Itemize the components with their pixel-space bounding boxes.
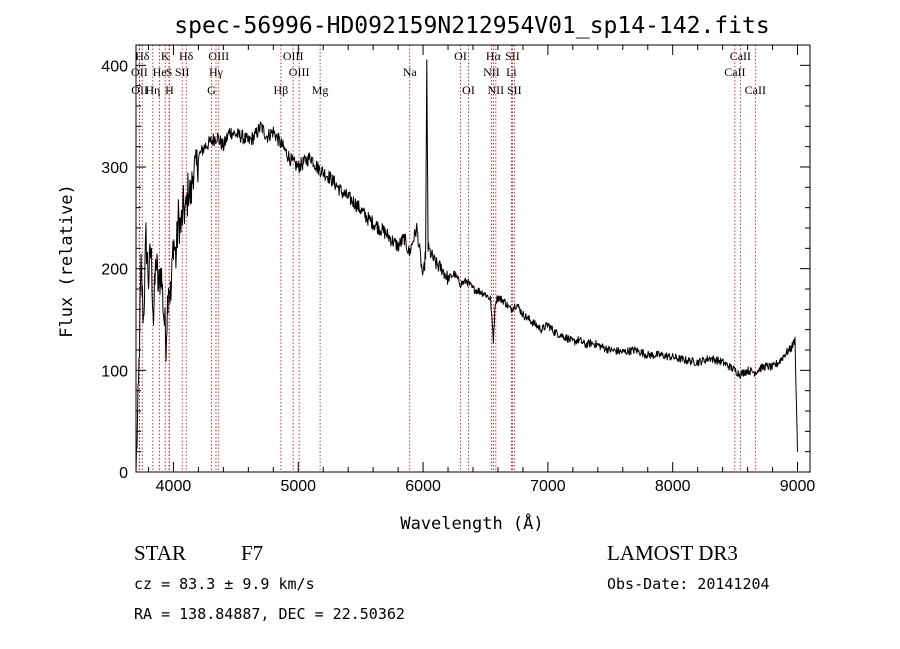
marker-label-4: Hη xyxy=(145,83,160,97)
x-tick-label-5: 9000 xyxy=(780,478,816,495)
marker-label-13: OIII xyxy=(283,49,304,63)
survey-label: LAMOST DR3 xyxy=(607,541,738,565)
y-tick-label-0: 0 xyxy=(119,465,128,482)
marker-label-9: SII xyxy=(175,65,190,79)
marker-label-7: H xyxy=(165,83,174,97)
obs-date: Obs-Date: 20141204 xyxy=(607,575,770,593)
marker-label-12: G xyxy=(207,83,216,97)
chart-title: spec-56996-HD092159N212954V01_sp14-142.f… xyxy=(174,13,769,39)
y-tick-label-4: 400 xyxy=(101,58,128,75)
plot-frame xyxy=(135,44,811,473)
y-tick-label-3: 300 xyxy=(101,160,128,177)
marker-label-15: Hβ xyxy=(274,83,289,97)
marker-label-2: OII xyxy=(131,83,148,97)
marker-label-6: S xyxy=(166,65,173,79)
marker-label-8: Hδ xyxy=(179,49,194,63)
marker-label-24: NII xyxy=(488,83,505,97)
x-axis-label: Wavelength (Å) xyxy=(400,512,543,534)
marker-label-3: He xyxy=(153,65,167,79)
marker-label-1: OII xyxy=(131,65,148,79)
marker-label-21: SII xyxy=(505,49,520,63)
coordinates: RA = 138.84887, DEC = 22.50362 xyxy=(134,605,405,623)
y-tick-label-1: 100 xyxy=(101,363,128,380)
redshift-text: cz = 83.3 ± 9.9 km/s xyxy=(134,575,315,593)
marker-label-10: OIII xyxy=(208,49,229,63)
marker-label-5: K xyxy=(161,49,170,63)
marker-label-11: Hγ xyxy=(209,65,224,79)
marker-label-23: Li xyxy=(506,65,517,79)
marker-label-28: CaII xyxy=(745,83,766,97)
x-tick-label-3: 7000 xyxy=(530,478,566,495)
y-axis-label: Flux (relative) xyxy=(57,184,77,338)
subclass: F7 xyxy=(241,541,263,565)
x-tick-label-1: 5000 xyxy=(280,478,316,495)
marker-label-0: Hδ xyxy=(135,49,150,63)
marker-label-14: OIII xyxy=(289,65,310,79)
x-tick-label-0: 4000 xyxy=(156,478,192,495)
marker-label-20: Hα xyxy=(486,49,502,63)
x-tick-label-2: 6000 xyxy=(405,478,441,495)
marker-label-17: Na xyxy=(403,65,418,79)
marker-label-26: CaII xyxy=(730,49,751,63)
marker-label-19: OI xyxy=(462,83,475,97)
y-tick-label-2: 200 xyxy=(101,262,128,279)
marker-label-22: NII xyxy=(483,65,500,79)
marker-label-25: SII xyxy=(507,83,522,97)
marker-label-27: CaII xyxy=(724,65,745,79)
spectrum-line xyxy=(135,59,798,473)
object-class: STAR xyxy=(134,541,186,565)
marker-label-18: OI xyxy=(454,49,467,63)
x-tick-label-4: 8000 xyxy=(655,478,691,495)
marker-label-16: Mg xyxy=(312,83,329,97)
